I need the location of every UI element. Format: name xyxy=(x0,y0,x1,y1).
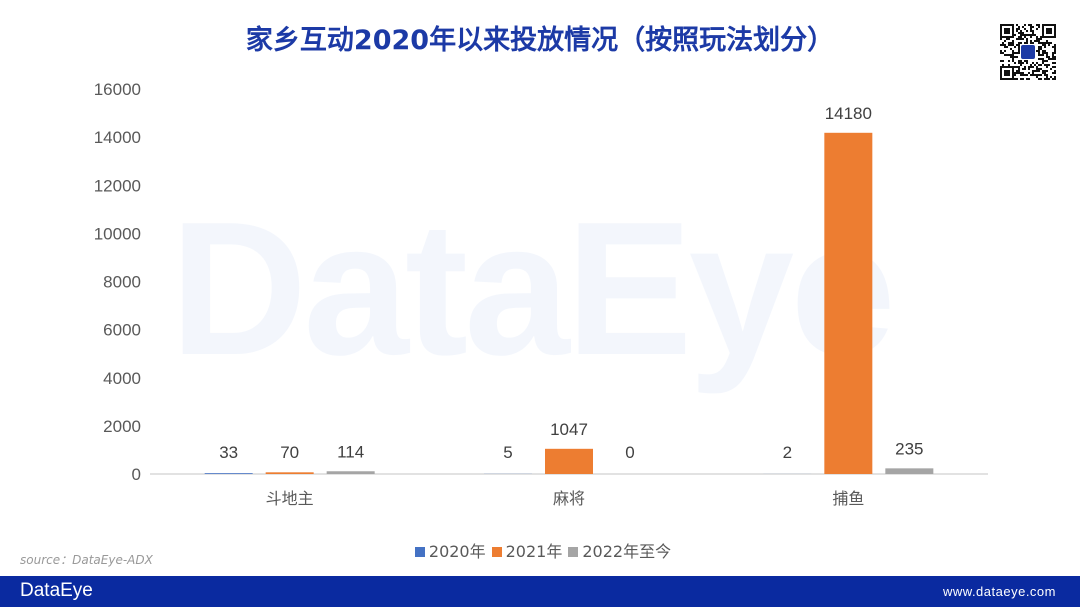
data-label: 1047 xyxy=(550,420,588,439)
y-tick-label: 0 xyxy=(132,465,141,484)
bar xyxy=(885,468,934,474)
data-label: 70 xyxy=(280,443,299,462)
y-tick-label: 2000 xyxy=(103,417,141,436)
data-label: 114 xyxy=(337,442,364,461)
watermark: DataEye xyxy=(170,183,896,395)
data-label: 2 xyxy=(783,443,792,462)
bar xyxy=(204,473,253,474)
data-label: 0 xyxy=(625,443,634,462)
qr-code xyxy=(1000,24,1056,80)
y-tick-label: 8000 xyxy=(103,273,141,292)
legend-swatch xyxy=(491,547,502,557)
bar xyxy=(326,471,375,474)
legend-label: 2020年 xyxy=(428,542,486,561)
y-tick-label: 14000 xyxy=(94,128,141,147)
bar xyxy=(265,472,314,474)
source-note: source：DataEye-ADX xyxy=(20,553,153,567)
legend-label: 2021年 xyxy=(505,542,563,561)
y-tick-label: 12000 xyxy=(94,176,141,195)
y-tick-label: 16000 xyxy=(94,80,141,99)
legend-label: 2022年至今 xyxy=(582,542,672,561)
bar xyxy=(824,132,873,474)
footer-url[interactable]: www.dataeye.com xyxy=(943,584,1056,599)
x-tick-label: 斗地主 xyxy=(266,489,314,508)
chart-title: 家乡互动2020年以来投放情况（按照玩法划分） xyxy=(245,25,835,56)
bar xyxy=(545,448,593,474)
data-label: 33 xyxy=(219,443,238,462)
data-label: 14180 xyxy=(825,104,872,123)
y-tick-label: 4000 xyxy=(103,369,141,388)
x-tick-label: 麻将 xyxy=(553,489,585,508)
y-tick-label: 6000 xyxy=(103,321,141,340)
x-tick-label: 捕鱼 xyxy=(832,489,864,508)
legend-swatch xyxy=(414,547,425,557)
legend-swatch xyxy=(568,547,579,557)
data-label: 235 xyxy=(895,439,923,458)
legend: 2020年 2021年 2022年至今 xyxy=(0,538,1080,562)
footer-bar: DataEye www.dataeye.com xyxy=(0,576,1080,607)
data-label: 5 xyxy=(503,443,512,462)
footer-logo: DataEye xyxy=(20,580,93,601)
y-tick-label: 10000 xyxy=(94,224,141,243)
